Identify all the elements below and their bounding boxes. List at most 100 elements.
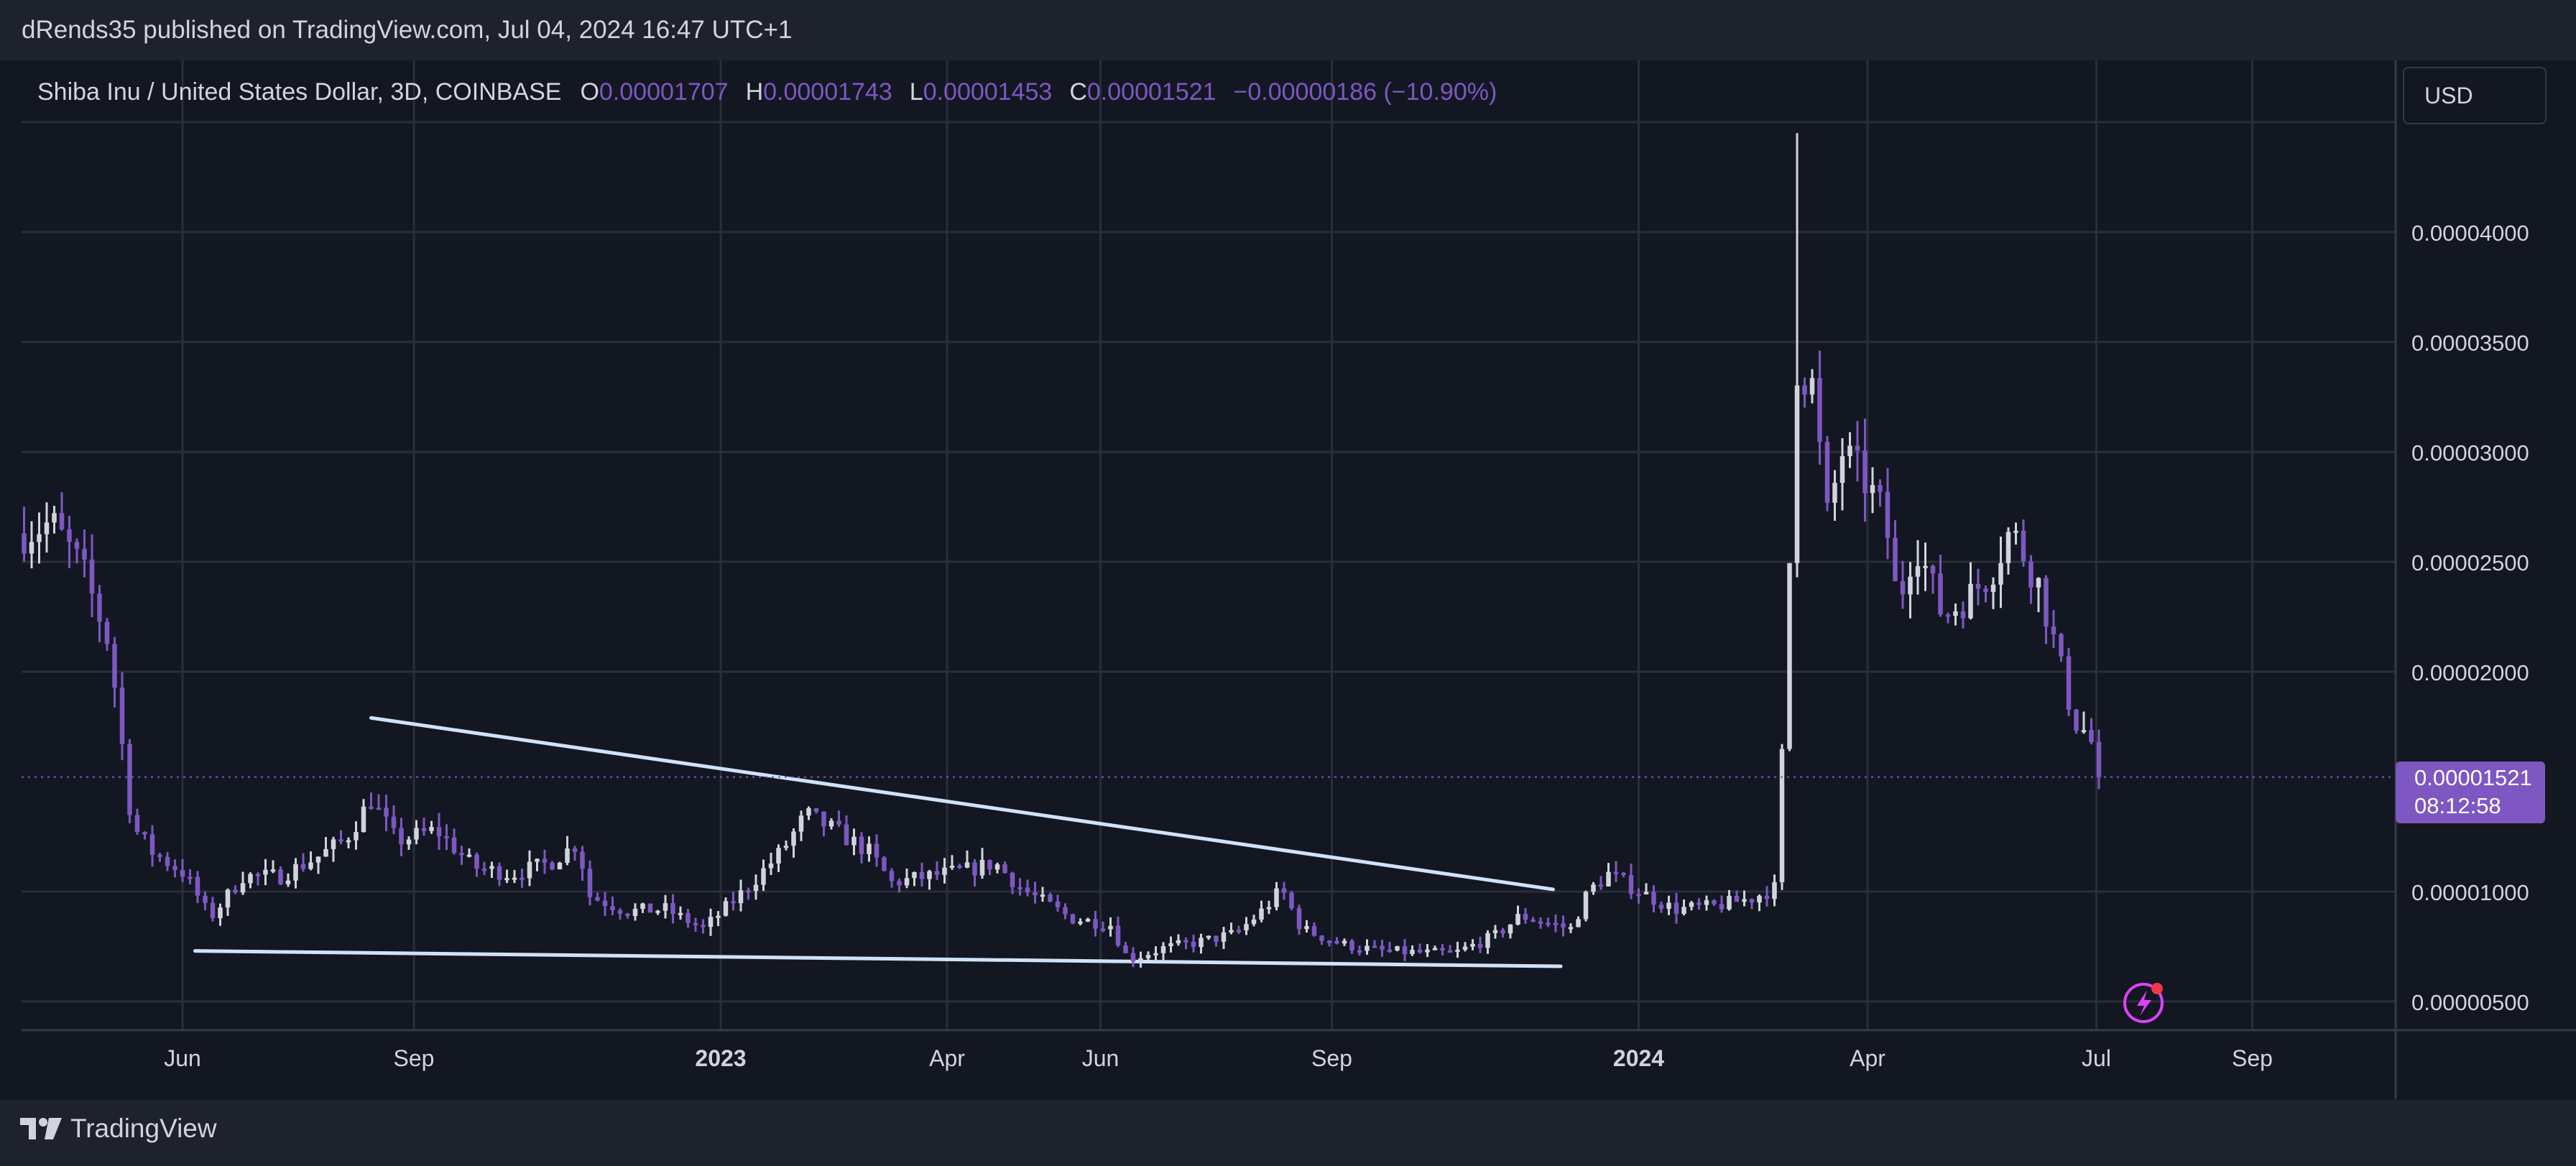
- candle-body: [520, 877, 525, 880]
- candle-body: [255, 874, 261, 876]
- candle-body: [1372, 945, 1377, 948]
- candle-body: [323, 848, 328, 857]
- candle-body: [44, 522, 50, 535]
- candle-body: [1492, 930, 1498, 933]
- candle-body: [1636, 894, 1641, 897]
- candle-body: [949, 865, 955, 868]
- candle-body: [632, 909, 638, 916]
- candle-body: [240, 883, 246, 893]
- candle-body: [1304, 926, 1309, 930]
- candle-body: [1214, 935, 1219, 942]
- candle-body: [285, 880, 291, 884]
- time-axis: Jun Sep 2023 Apr Jun Sep 2024 Apr Jul Sep: [22, 1029, 2576, 1071]
- candle-body: [542, 859, 548, 863]
- candle-body: [1093, 919, 1098, 929]
- candle-body: [489, 866, 494, 869]
- candle-body: [994, 864, 1000, 870]
- chart-area[interactable]: [0, 60, 2576, 1100]
- currency-button[interactable]: USD: [2403, 67, 2547, 124]
- candle-body: [1757, 895, 1762, 903]
- candle-body: [188, 876, 193, 879]
- time-tick-label: Jun: [1082, 1045, 1120, 1071]
- candle-body: [1681, 907, 1686, 915]
- candle-body: [1712, 900, 1717, 904]
- candle-body: [376, 808, 382, 810]
- candle-body: [300, 864, 306, 869]
- candle-body: [149, 834, 155, 855]
- candle-body: [1591, 884, 1596, 892]
- candle-body: [451, 837, 457, 853]
- candle-body: [142, 832, 147, 835]
- candle-body: [1470, 943, 1475, 947]
- candle-body: [972, 862, 977, 876]
- candle-body: [1244, 924, 1249, 930]
- candle-body: [2013, 530, 2018, 533]
- time-tick-label: Sep: [1311, 1045, 1352, 1071]
- candle-body: [617, 910, 623, 914]
- candle-body: [1817, 378, 1822, 443]
- candle-body: [338, 839, 343, 842]
- candle-body: [1236, 930, 1242, 933]
- candle-body: [180, 870, 185, 877]
- candle-body: [753, 884, 759, 892]
- symbol-title[interactable]: Shiba Inu / United States Dollar, 3D, CO…: [37, 78, 562, 106]
- candle-body: [1432, 948, 1438, 950]
- candle-body: [2051, 626, 2056, 634]
- candle-body: [1975, 583, 1981, 589]
- candle-body: [1515, 914, 1520, 925]
- candle-body: [1145, 955, 1151, 958]
- candle-body: [1108, 925, 1113, 930]
- candle-body: [640, 903, 645, 910]
- candle-body: [2074, 709, 2079, 731]
- candle-body: [1546, 922, 1551, 925]
- trendline-lower[interactable]: [193, 949, 1563, 968]
- candle-body: [912, 872, 917, 879]
- candle-body: [580, 851, 585, 869]
- price-tick-label: 0.00004000: [2411, 221, 2529, 246]
- candle-body: [1508, 924, 1513, 934]
- candle-body: [1885, 491, 1891, 538]
- candle-body: [504, 878, 509, 881]
- trendline-upper[interactable]: [369, 716, 1555, 892]
- candle-body: [1183, 940, 1188, 943]
- candle-body: [738, 890, 744, 904]
- candle-body: [1296, 908, 1302, 930]
- candle-body: [263, 869, 268, 875]
- candle-body: [678, 912, 683, 915]
- candle-body: [1259, 908, 1264, 920]
- candle-body: [172, 866, 177, 871]
- candle-body: [346, 840, 351, 843]
- candle-body: [195, 876, 200, 896]
- lightning-alert-icon[interactable]: [2123, 983, 2164, 1023]
- candle-body: [1553, 922, 1559, 925]
- candle-body: [1606, 871, 1611, 887]
- price-tick-label: 0.00003000: [2411, 440, 2529, 466]
- candle-body: [278, 869, 283, 884]
- candle-body: [2059, 634, 2064, 657]
- candle-body: [859, 836, 864, 854]
- candle-body: [1274, 888, 1279, 907]
- candle-body: [1447, 950, 1453, 953]
- candle-body: [1055, 901, 1061, 907]
- candle-body: [889, 871, 895, 882]
- candle-body: [557, 862, 563, 870]
- candle-body: [602, 900, 608, 907]
- footer-brand[interactable]: TradingView: [20, 1112, 217, 1145]
- low-key: L: [909, 78, 923, 106]
- candle-body: [112, 644, 117, 688]
- candle-body: [82, 548, 87, 560]
- candle-body: [436, 827, 442, 836]
- close-value: 0.00001521: [1086, 78, 1217, 106]
- candle-body: [1832, 483, 1837, 503]
- candle-body: [776, 848, 781, 864]
- candle-body: [1417, 950, 1423, 953]
- candle-body: [1523, 914, 1528, 920]
- candle-body: [813, 808, 819, 812]
- price-axis: 0.00000500 0.00001000 0.00002000 0.00002500…: [2394, 60, 2576, 1099]
- candle-body: [74, 542, 80, 549]
- candle-body: [210, 902, 216, 919]
- candle-body: [1628, 875, 1634, 894]
- candle-body: [670, 903, 675, 915]
- candle-body: [798, 815, 804, 832]
